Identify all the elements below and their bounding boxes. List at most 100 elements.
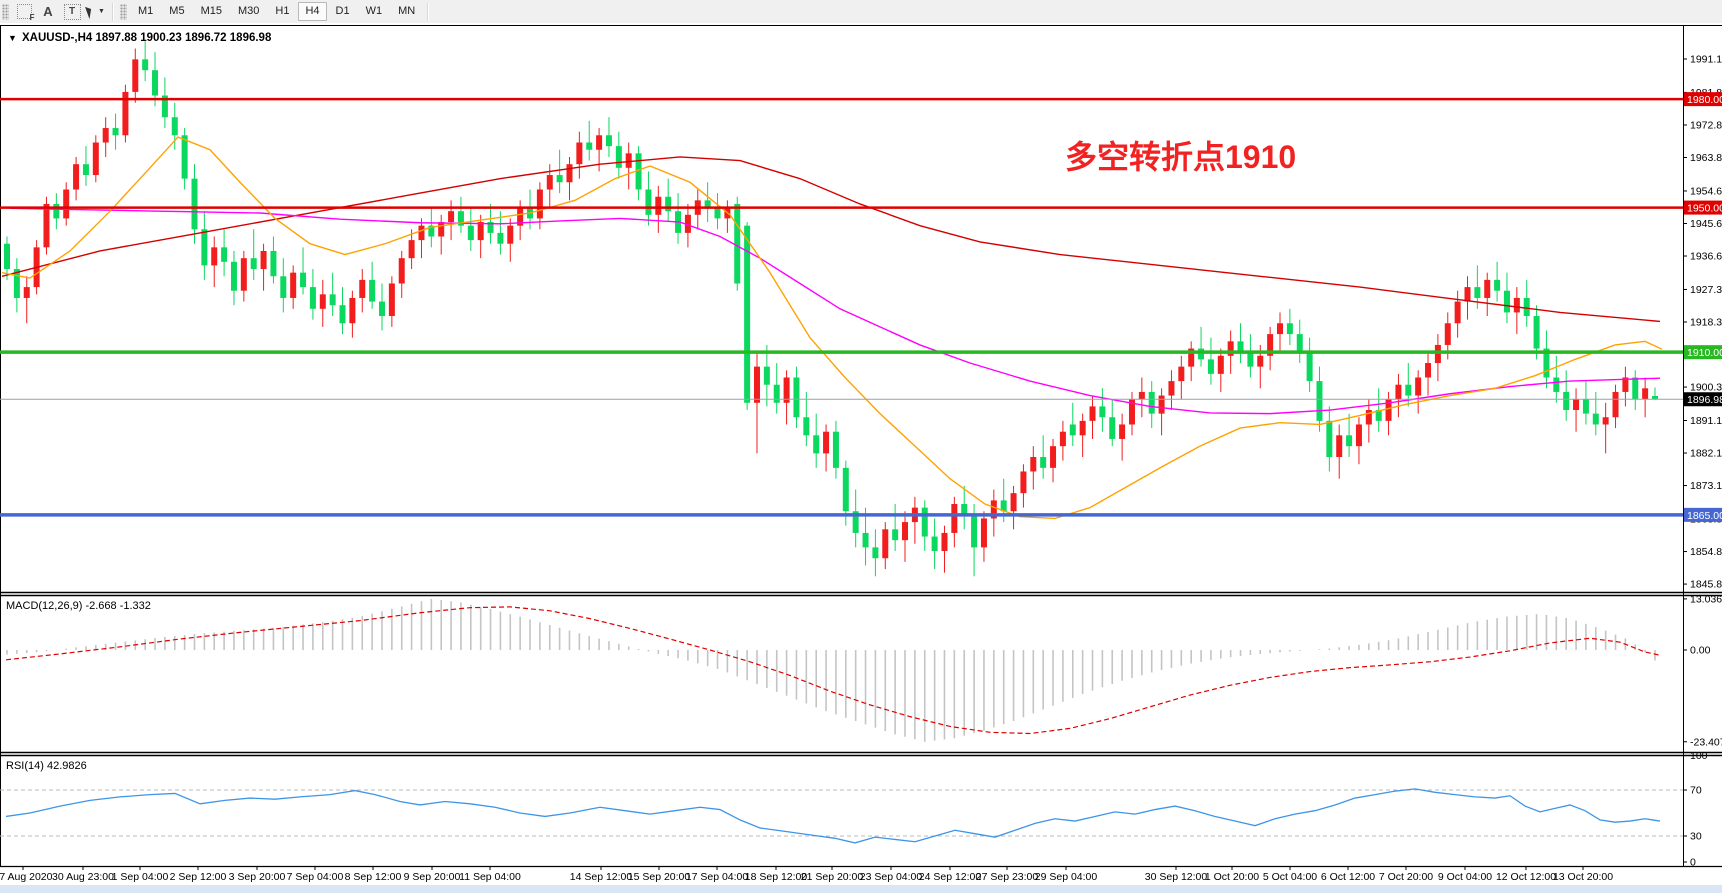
timeframe-button-m5[interactable]: M5 [162,2,191,21]
date-axis-label: 30 Aug 23:00 [52,871,114,883]
price-badge-label: 1896.98 [1687,394,1722,406]
candle-body [211,247,218,266]
timeframe-button-m30[interactable]: M30 [231,2,266,21]
candle-body [635,153,642,190]
candle-body [1079,420,1086,436]
candle-body [1573,399,1580,411]
timeframe-button-h4[interactable]: H4 [298,2,327,21]
price-badge-1950.00 [1684,200,1722,215]
price-badge-label: 1865.00 [1687,510,1722,522]
candle-body [734,203,741,284]
candle-body [684,214,691,233]
candle-body [1563,391,1570,411]
timeframe-button-m15[interactable]: M15 [194,2,229,21]
date-axis-label: 2 Sep 12:00 [170,871,227,883]
arrows-tool-button[interactable]: ▼ [84,2,108,22]
candle-body [1306,352,1313,382]
candle-body [369,279,376,302]
timeframe-grip-handle[interactable] [120,3,127,20]
candle-body [645,189,652,215]
candle-body [842,467,849,512]
symbol-dropdown-icon[interactable]: ▼ [8,33,17,43]
candle-body [1355,424,1362,447]
timeframe-button-d1[interactable]: D1 [329,2,357,21]
candle-body [1267,334,1274,356]
candle-body [1000,500,1007,512]
candle-body [428,225,435,237]
date-axis-label: 18 Sep 12:00 [745,871,808,883]
candle-body [1089,406,1096,421]
candle-body [823,431,830,454]
chart-background [0,23,1722,893]
candle-body [1612,391,1619,418]
candle-body [872,547,879,559]
timeframe-button-mn[interactable]: MN [391,2,422,21]
date-axis-label: 7 Sep 04:00 [287,871,344,883]
candle-body [1385,399,1392,421]
date-axis-label: 1 Sep 04:00 [112,871,169,883]
toolbar-grip-handle[interactable] [2,3,9,20]
candle-body [1592,413,1599,425]
date-axis-label: 9 Sep 20:00 [404,871,461,883]
candle-body [1040,457,1047,468]
candle-body [309,287,316,309]
label-tool-button[interactable]: A [36,2,60,22]
candle-body [1198,348,1205,360]
candle-body [1227,341,1234,356]
date-axis-label: 17 Sep 04:00 [686,871,749,883]
chevron-down-icon: ▼ [98,8,105,15]
candle-body [73,164,80,190]
candle-body [388,283,395,317]
candle-body [250,258,257,270]
candle-body [744,225,751,403]
candle-body [448,211,455,223]
candle-body [467,225,474,241]
candle-body [1484,279,1491,298]
price-axis-label: 1845.85 [1690,579,1722,591]
candle-body [783,377,790,403]
rsi-axis-label: 70 [1690,785,1702,797]
candle-body [102,128,109,143]
annotation-text[interactable]: 多空转折点1910 [1065,139,1296,175]
timeframe-button-w1[interactable]: W1 [359,2,390,21]
price-axis-label: 1972.85 [1690,119,1722,131]
figure-tool-icon: F [16,4,35,22]
text-tool-button[interactable]: T [60,2,84,22]
date-axis-label: 23 Sep 04:00 [860,871,923,883]
date-axis-label: 27 Aug 2020 [0,871,53,883]
candle-body [536,189,543,219]
candle-body [862,532,869,548]
candle-body [625,153,632,168]
price-axis-label: 1891.10 [1690,415,1722,427]
timeframe-button-m1[interactable]: M1 [131,2,160,21]
candle-body [615,146,622,168]
chart-canvas[interactable]: 多空转折点1910 ▼ XAUUSD-,H4 1897.88 1900.23 189… [0,23,1722,893]
candle-body [753,366,760,403]
price-axis-label: 1854.85 [1690,546,1722,558]
price-badge-1896.98 [1684,392,1722,407]
price-axis-label: 1873.10 [1690,480,1722,492]
candle-body [142,59,149,71]
date-axis-label: 15 Sep 20:00 [628,871,691,883]
candle-body [329,294,336,306]
timeframe-button-h1[interactable]: H1 [268,2,296,21]
figure-tool-button[interactable]: F [12,2,36,22]
price-badge-label: 1950.00 [1687,203,1722,215]
date-axis-label: 13 Oct 20:00 [1553,871,1613,883]
candle-body [763,366,770,385]
candle-body [902,522,909,541]
candle-body [1030,457,1037,472]
ma-slow-red [1,156,1661,323]
candle-body [1168,381,1175,396]
candle-body [1158,395,1165,414]
candle-body [556,175,563,183]
candle-body [576,142,583,165]
candle-body [161,95,168,118]
candle-body [1632,377,1639,400]
candle-body [122,91,129,136]
candle-body [1099,406,1106,418]
candle-body [1444,323,1451,345]
candle-body [1415,377,1422,396]
candle-body [349,297,356,324]
